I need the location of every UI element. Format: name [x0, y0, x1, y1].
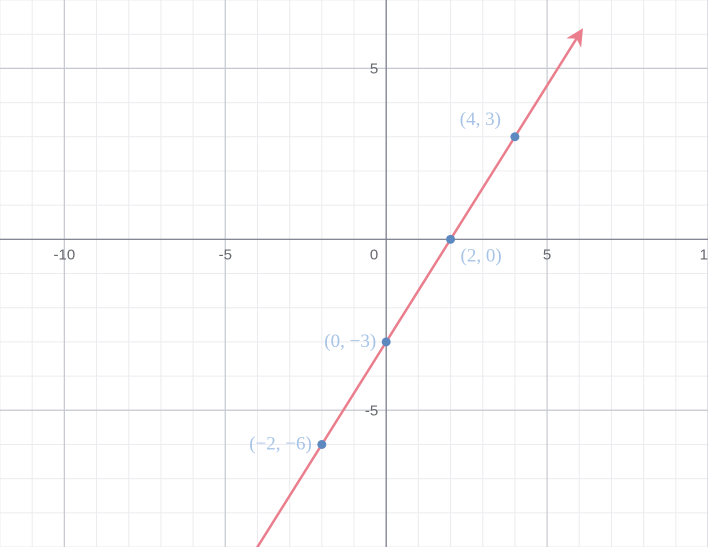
- x-tick-label: 0: [370, 246, 378, 263]
- data-point: [446, 235, 455, 244]
- coordinate-plane-chart: -10 -5 0 5 10 -5 5 (−2, −6) (0, −3) (2, 0) (4, 3): [0, 0, 708, 547]
- x-tick-label: -10: [54, 246, 76, 263]
- y-tick-label: 5: [370, 60, 378, 77]
- x-tick-label: -5: [219, 246, 232, 263]
- line-plot: [215, 34, 580, 547]
- point-label: (0, −3): [324, 331, 376, 352]
- y-tick-label: -5: [365, 402, 378, 419]
- data-point: [317, 440, 326, 449]
- data-point: [510, 132, 519, 141]
- grid-minor: [0, 0, 708, 547]
- plotted-line: [215, 34, 580, 547]
- data-point: [382, 337, 391, 346]
- x-tick-label: 10: [700, 246, 708, 263]
- point-label: (4, 3): [460, 109, 501, 130]
- point-label: (−2, −6): [249, 433, 312, 454]
- x-tick-label: 5: [543, 246, 551, 263]
- point-label: (2, 0): [461, 245, 502, 266]
